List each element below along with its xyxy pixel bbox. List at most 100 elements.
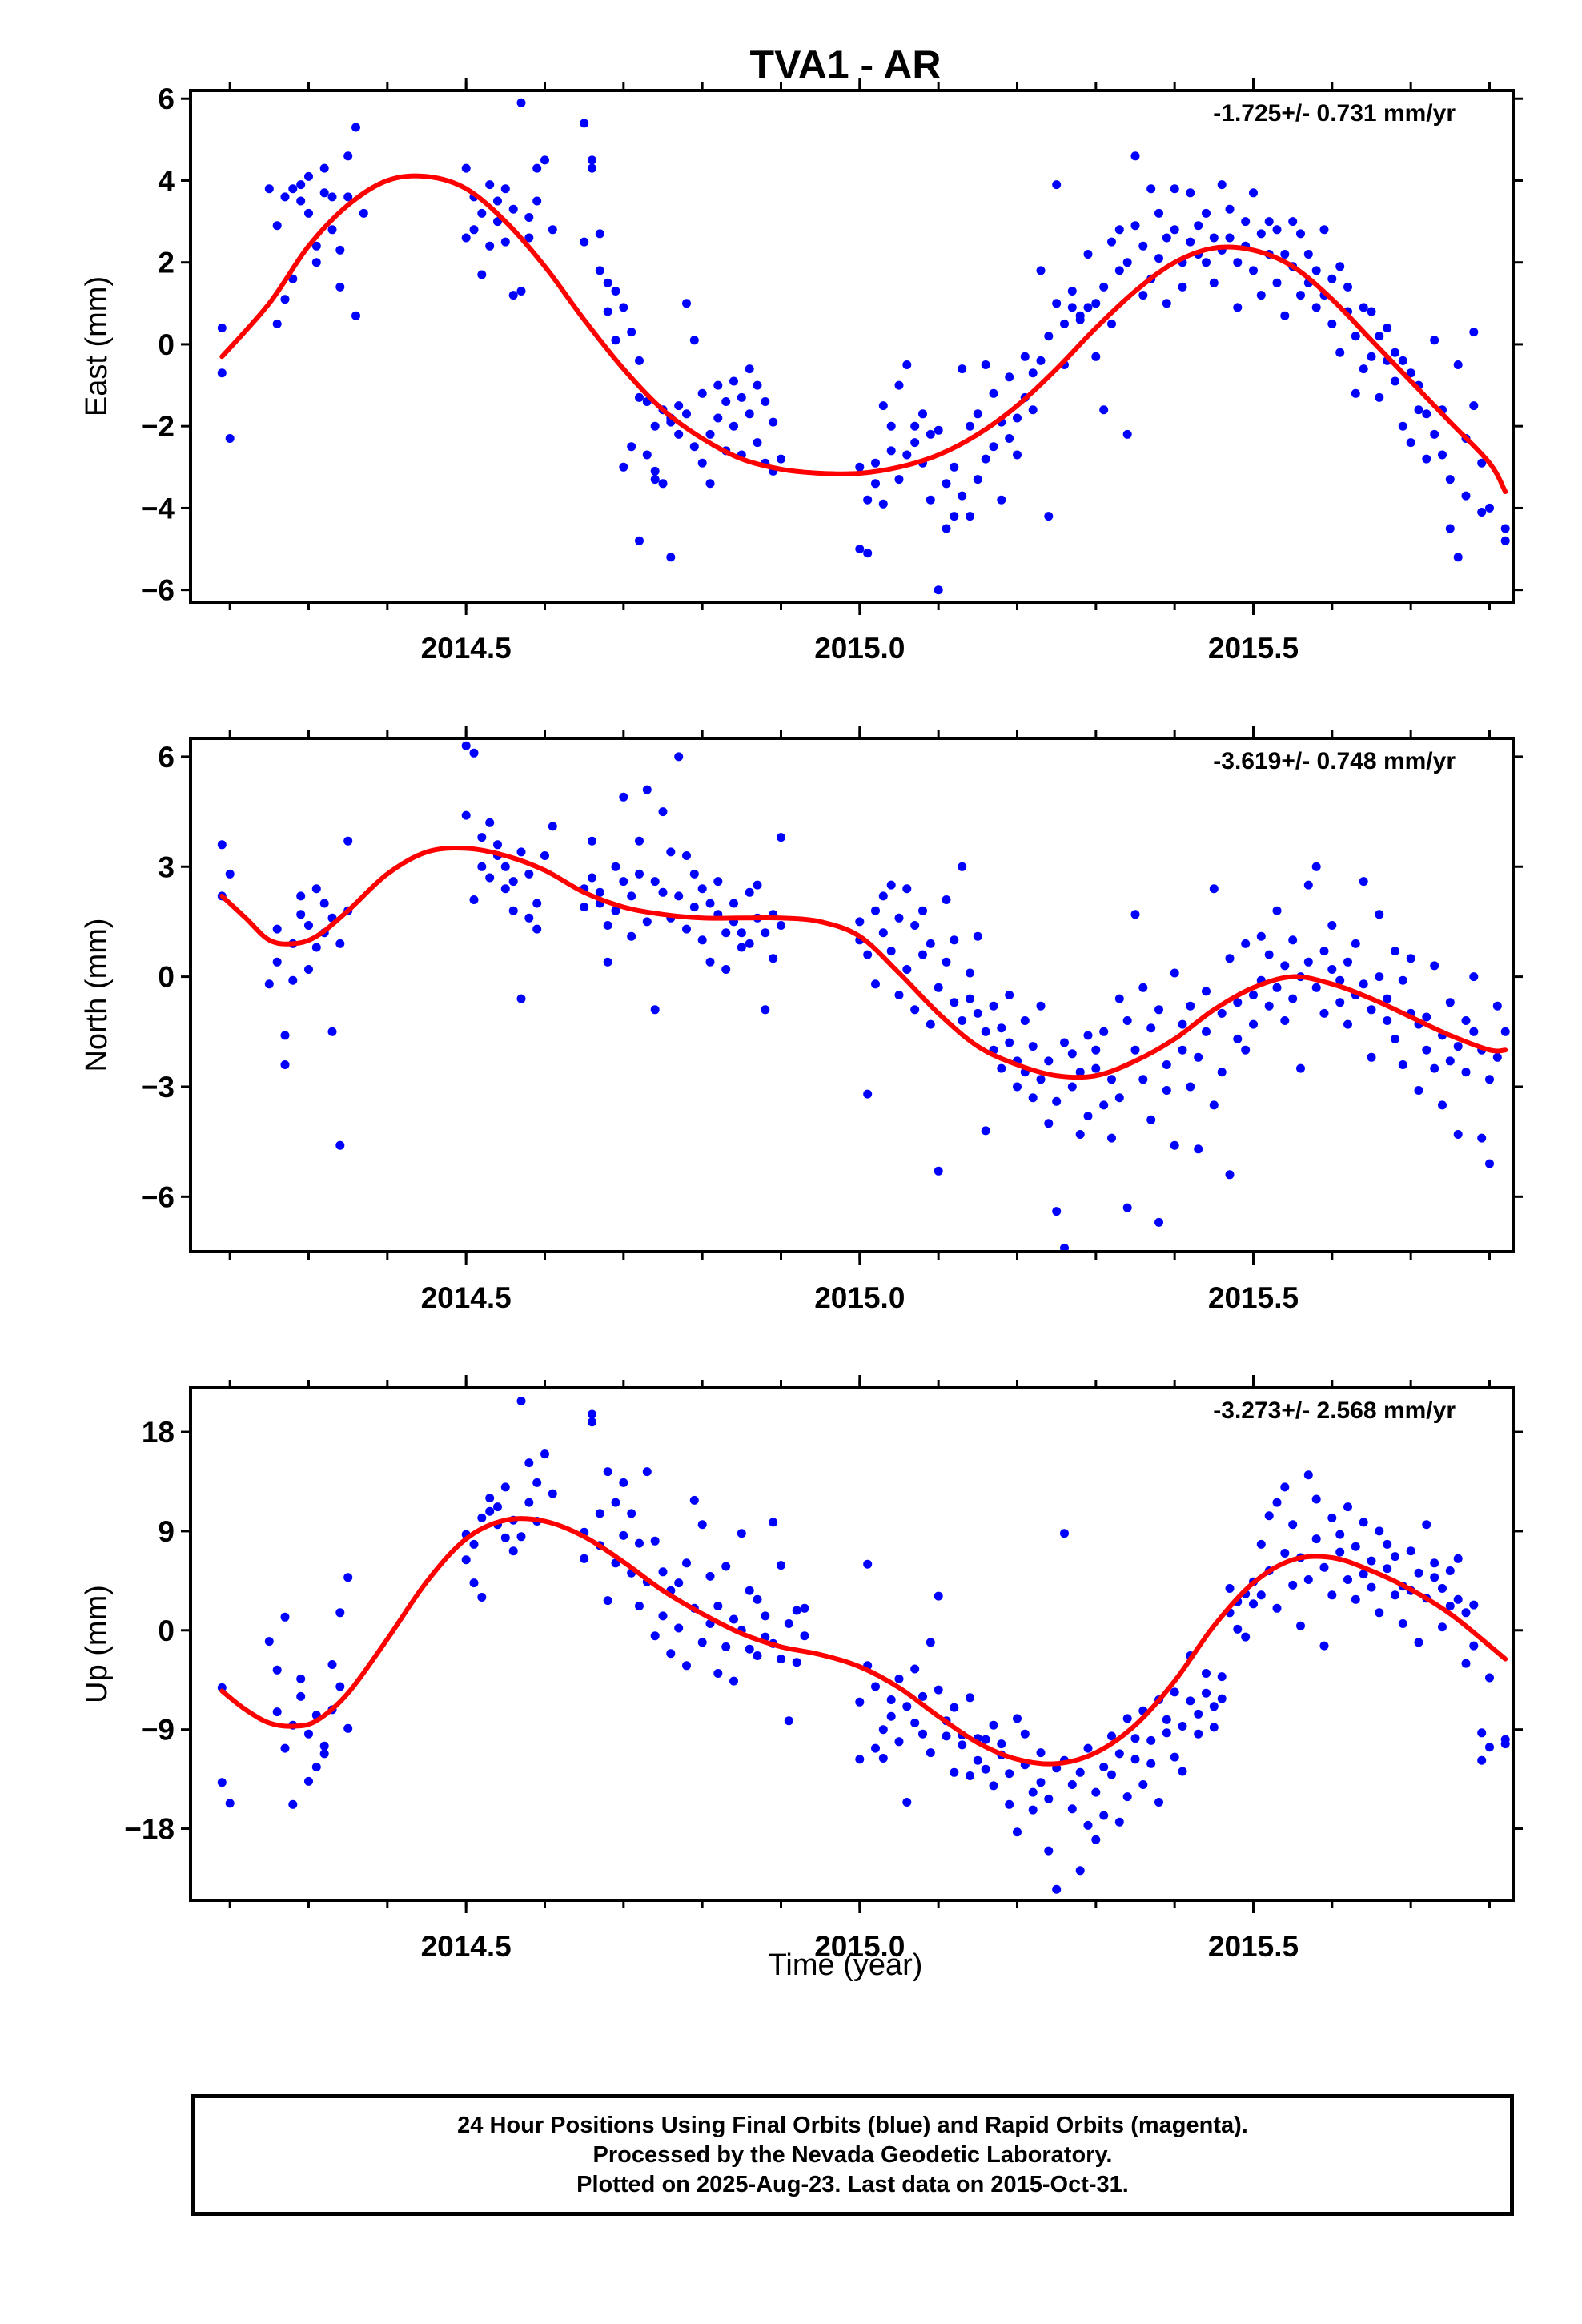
up-data-point — [1036, 1778, 1046, 1787]
east-data-point — [1414, 405, 1423, 415]
north-data-point — [540, 851, 549, 860]
east-data-point — [1186, 237, 1195, 247]
east-data-point — [1020, 352, 1030, 361]
north-data-point — [485, 873, 495, 883]
north-data-point — [1241, 939, 1251, 948]
north-data-point — [217, 840, 227, 850]
north-points — [217, 741, 1510, 1252]
up-data-point — [1391, 1552, 1399, 1562]
east-data-point — [950, 512, 959, 521]
up-data-point — [761, 1611, 770, 1621]
north-data-point — [319, 899, 329, 908]
up-data-point — [280, 1743, 290, 1753]
up-data-point — [642, 1467, 652, 1477]
north-data-point — [1052, 1207, 1062, 1216]
east-data-point — [966, 421, 974, 431]
up-data-point — [1005, 1799, 1014, 1809]
north-data-point — [918, 950, 927, 959]
north-data-point — [508, 906, 518, 915]
north-data-point — [296, 891, 306, 901]
north-data-point — [508, 877, 518, 887]
north-data-point — [264, 979, 274, 989]
east-data-point — [689, 442, 699, 452]
up-data-point — [1028, 1805, 1038, 1815]
up-data-point — [1280, 1549, 1290, 1558]
up-data-point — [319, 1749, 329, 1759]
up-data-point — [469, 1539, 479, 1549]
up-data-point — [1469, 1600, 1479, 1610]
up-data-point — [1005, 1769, 1014, 1779]
north-data-point — [327, 1027, 337, 1036]
east-data-point — [343, 192, 353, 202]
up-data-point — [1469, 1641, 1479, 1651]
east-rate-label: -1.725+/- 0.731 mm/yr — [1213, 100, 1456, 127]
east-data-point — [1249, 266, 1258, 275]
north-data-point — [1178, 1045, 1187, 1055]
east-data-point — [532, 196, 542, 206]
east-data-point — [1422, 454, 1431, 464]
east-data-point — [1075, 311, 1085, 320]
north-data-point — [902, 965, 912, 974]
north-data-point — [942, 957, 951, 967]
north-data-point — [1130, 1045, 1140, 1055]
north-data-point — [1060, 1038, 1069, 1047]
north-data-point — [1280, 961, 1290, 971]
east-data-point — [658, 479, 668, 489]
up-data-point — [1154, 1798, 1163, 1807]
east-data-point — [650, 475, 660, 485]
up-data-point — [800, 1603, 809, 1613]
east-data-point — [1107, 319, 1116, 328]
east-data-point — [902, 360, 912, 369]
east-data-point — [469, 225, 479, 235]
up-data-point — [516, 1397, 526, 1405]
north-data-point — [1154, 1005, 1163, 1015]
up-data-point — [910, 1664, 920, 1674]
east-data-point — [745, 364, 754, 374]
east-data-point — [635, 392, 644, 402]
up-data-point — [1398, 1619, 1407, 1628]
north-data-point — [642, 785, 652, 794]
up-data-point — [611, 1498, 620, 1507]
north-data-point — [1209, 1100, 1219, 1110]
north-data-point — [1319, 1008, 1329, 1018]
east-data-point — [1013, 413, 1022, 423]
north-data-point — [477, 833, 487, 842]
north-data-point — [769, 954, 778, 963]
north-data-point — [469, 895, 479, 904]
up-data-point — [627, 1509, 636, 1518]
east-data-point — [871, 458, 880, 468]
up-data-point — [1178, 1767, 1187, 1776]
north-data-point — [532, 899, 542, 908]
east-data-point — [1445, 475, 1455, 485]
up-data-point — [335, 1608, 345, 1618]
east-data-point — [225, 434, 235, 443]
north-data-point — [1099, 1100, 1109, 1110]
north-data-point — [761, 1005, 770, 1015]
east-data-point — [1303, 250, 1313, 259]
east-data-point — [1099, 282, 1109, 292]
up-data-point — [855, 1755, 865, 1764]
north-data-point — [1438, 1100, 1447, 1110]
north-data-point — [682, 851, 691, 860]
east-data-point — [1288, 217, 1298, 227]
north-data-point — [697, 884, 707, 894]
north-data-point — [705, 899, 715, 908]
north-data-point — [1264, 1001, 1274, 1011]
up-data-point — [934, 1685, 943, 1695]
north-data-point — [1028, 1093, 1038, 1103]
east-data-point — [1122, 429, 1132, 439]
up-data-point — [1107, 1770, 1116, 1779]
north-data-point — [1445, 1056, 1455, 1066]
north-x-tick-label: 2015.5 — [1208, 1281, 1299, 1314]
north-data-point — [1028, 1042, 1038, 1051]
up-data-point — [800, 1631, 809, 1641]
north-data-point — [863, 1089, 873, 1099]
north-data-point — [777, 921, 785, 930]
up-data-point — [784, 1716, 793, 1726]
east-data-point — [1280, 311, 1290, 320]
north-data-point — [1202, 987, 1211, 996]
up-data-point — [1500, 1739, 1510, 1749]
up-data-point — [1438, 1622, 1447, 1632]
up-data-point — [1186, 1696, 1195, 1706]
up-data-point — [697, 1638, 707, 1647]
